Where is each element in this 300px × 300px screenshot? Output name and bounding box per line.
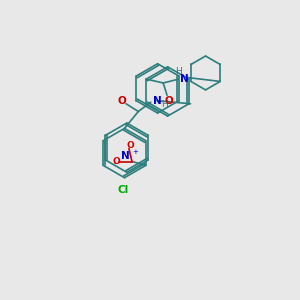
Text: N: N — [153, 96, 162, 106]
Text: O: O — [127, 141, 134, 150]
Text: -: - — [113, 159, 116, 168]
Text: N: N — [122, 151, 130, 161]
Text: +: + — [132, 148, 138, 154]
Text: N: N — [180, 74, 189, 84]
Text: O: O — [164, 96, 173, 106]
Text: O: O — [113, 157, 120, 166]
Text: H: H — [161, 100, 167, 109]
Text: O: O — [118, 96, 127, 106]
Text: H: H — [175, 67, 182, 76]
Text: Cl: Cl — [117, 185, 129, 195]
